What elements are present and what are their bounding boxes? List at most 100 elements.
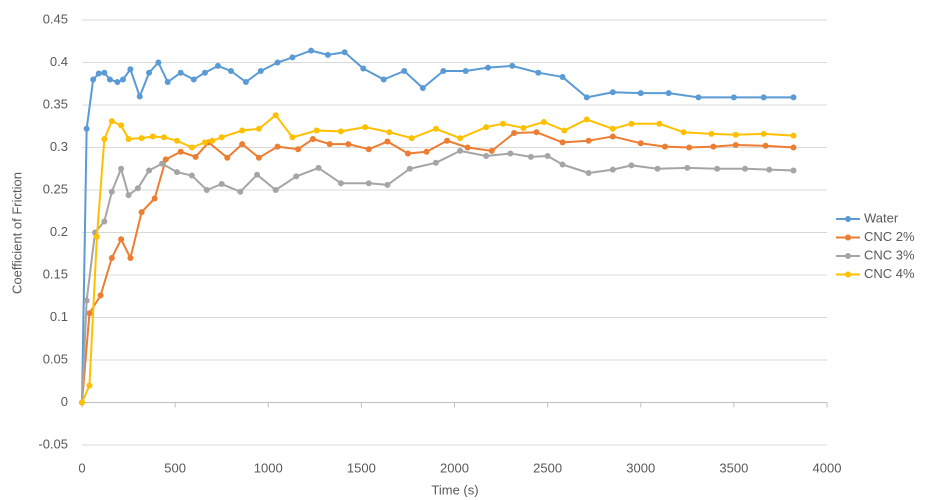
data-point xyxy=(408,135,415,142)
data-point xyxy=(134,185,141,192)
data-point xyxy=(188,172,195,179)
data-point xyxy=(118,236,125,243)
data-point xyxy=(308,47,315,54)
data-point xyxy=(609,125,616,132)
data-point xyxy=(609,89,616,96)
data-point xyxy=(146,167,153,174)
data-point xyxy=(684,164,691,171)
data-point xyxy=(86,382,93,389)
data-point xyxy=(101,69,108,76)
data-point xyxy=(544,153,551,159)
data-point xyxy=(535,69,542,76)
data-point xyxy=(337,128,344,135)
data-point xyxy=(790,132,797,139)
data-point xyxy=(790,167,797,174)
data-point xyxy=(499,120,506,127)
data-point xyxy=(136,93,143,100)
x-tick-label: 500 xyxy=(164,460,186,475)
data-point xyxy=(214,62,221,69)
data-point xyxy=(203,187,210,193)
data-point xyxy=(160,134,167,141)
data-point xyxy=(464,144,471,151)
y-tick-label: 0.25 xyxy=(43,181,68,196)
data-point xyxy=(380,76,387,83)
data-point xyxy=(509,62,516,69)
data-point xyxy=(732,131,739,138)
data-point xyxy=(239,141,246,148)
data-point xyxy=(274,143,281,150)
data-point xyxy=(164,79,171,86)
data-point xyxy=(192,153,199,160)
data-point xyxy=(665,90,672,97)
data-point xyxy=(125,192,132,199)
data-point xyxy=(483,153,490,159)
data-point xyxy=(680,129,687,136)
y-tick-label: 0.3 xyxy=(50,139,68,154)
data-point xyxy=(654,165,661,172)
data-point xyxy=(585,137,592,144)
data-point xyxy=(686,144,693,151)
data-point xyxy=(309,136,316,142)
legend-label: CNC 4% xyxy=(864,266,915,281)
data-point xyxy=(760,130,767,137)
data-point xyxy=(224,154,231,161)
y-tick-label: 0.4 xyxy=(50,54,68,69)
data-point xyxy=(742,165,749,172)
data-point xyxy=(257,68,264,74)
y-tick-label: 0 xyxy=(61,394,68,409)
x-tick-label: 4000 xyxy=(813,460,842,475)
x-tick-label: 0 xyxy=(78,460,85,475)
data-point xyxy=(485,64,492,71)
data-point xyxy=(404,150,411,157)
y-tick-label: 0.1 xyxy=(50,309,68,324)
data-point xyxy=(119,76,126,83)
data-point xyxy=(138,135,145,142)
x-tick-label: 1500 xyxy=(347,460,376,475)
data-point xyxy=(255,125,262,132)
data-point xyxy=(790,144,797,151)
data-point xyxy=(108,118,115,125)
data-point xyxy=(108,188,115,195)
series-line xyxy=(81,131,794,403)
data-point xyxy=(710,143,717,150)
data-point xyxy=(760,94,767,101)
data-point xyxy=(628,120,635,127)
data-point xyxy=(637,90,644,97)
data-point xyxy=(362,124,369,131)
data-point xyxy=(401,68,408,74)
data-point xyxy=(173,137,180,144)
data-point xyxy=(520,124,527,131)
legend-marker xyxy=(845,216,851,222)
data-point xyxy=(345,141,352,148)
data-point xyxy=(511,130,518,137)
data-point xyxy=(254,171,261,178)
data-point xyxy=(637,140,644,147)
data-point xyxy=(218,181,225,188)
y-tick-label: -0.05 xyxy=(38,436,68,451)
x-tick-label: 1000 xyxy=(254,460,283,475)
data-point xyxy=(201,139,208,146)
data-point xyxy=(559,139,566,146)
x-tick-label: 2500 xyxy=(533,460,562,475)
y-tick-label: 0.05 xyxy=(43,351,68,366)
data-point xyxy=(384,181,391,188)
data-point xyxy=(242,79,249,86)
data-point xyxy=(457,147,464,154)
data-point xyxy=(432,125,439,132)
data-point xyxy=(228,68,234,74)
data-point xyxy=(386,129,393,136)
data-point xyxy=(209,137,216,144)
data-point xyxy=(583,116,590,123)
data-point xyxy=(462,68,469,74)
data-point xyxy=(585,170,592,176)
data-point xyxy=(127,255,134,261)
data-point xyxy=(95,70,102,77)
data-point xyxy=(423,148,430,155)
data-point xyxy=(146,69,153,76)
data-point xyxy=(274,59,281,66)
series-line xyxy=(81,149,794,403)
data-point xyxy=(540,119,547,125)
data-point xyxy=(790,94,797,101)
data-point xyxy=(173,169,180,176)
